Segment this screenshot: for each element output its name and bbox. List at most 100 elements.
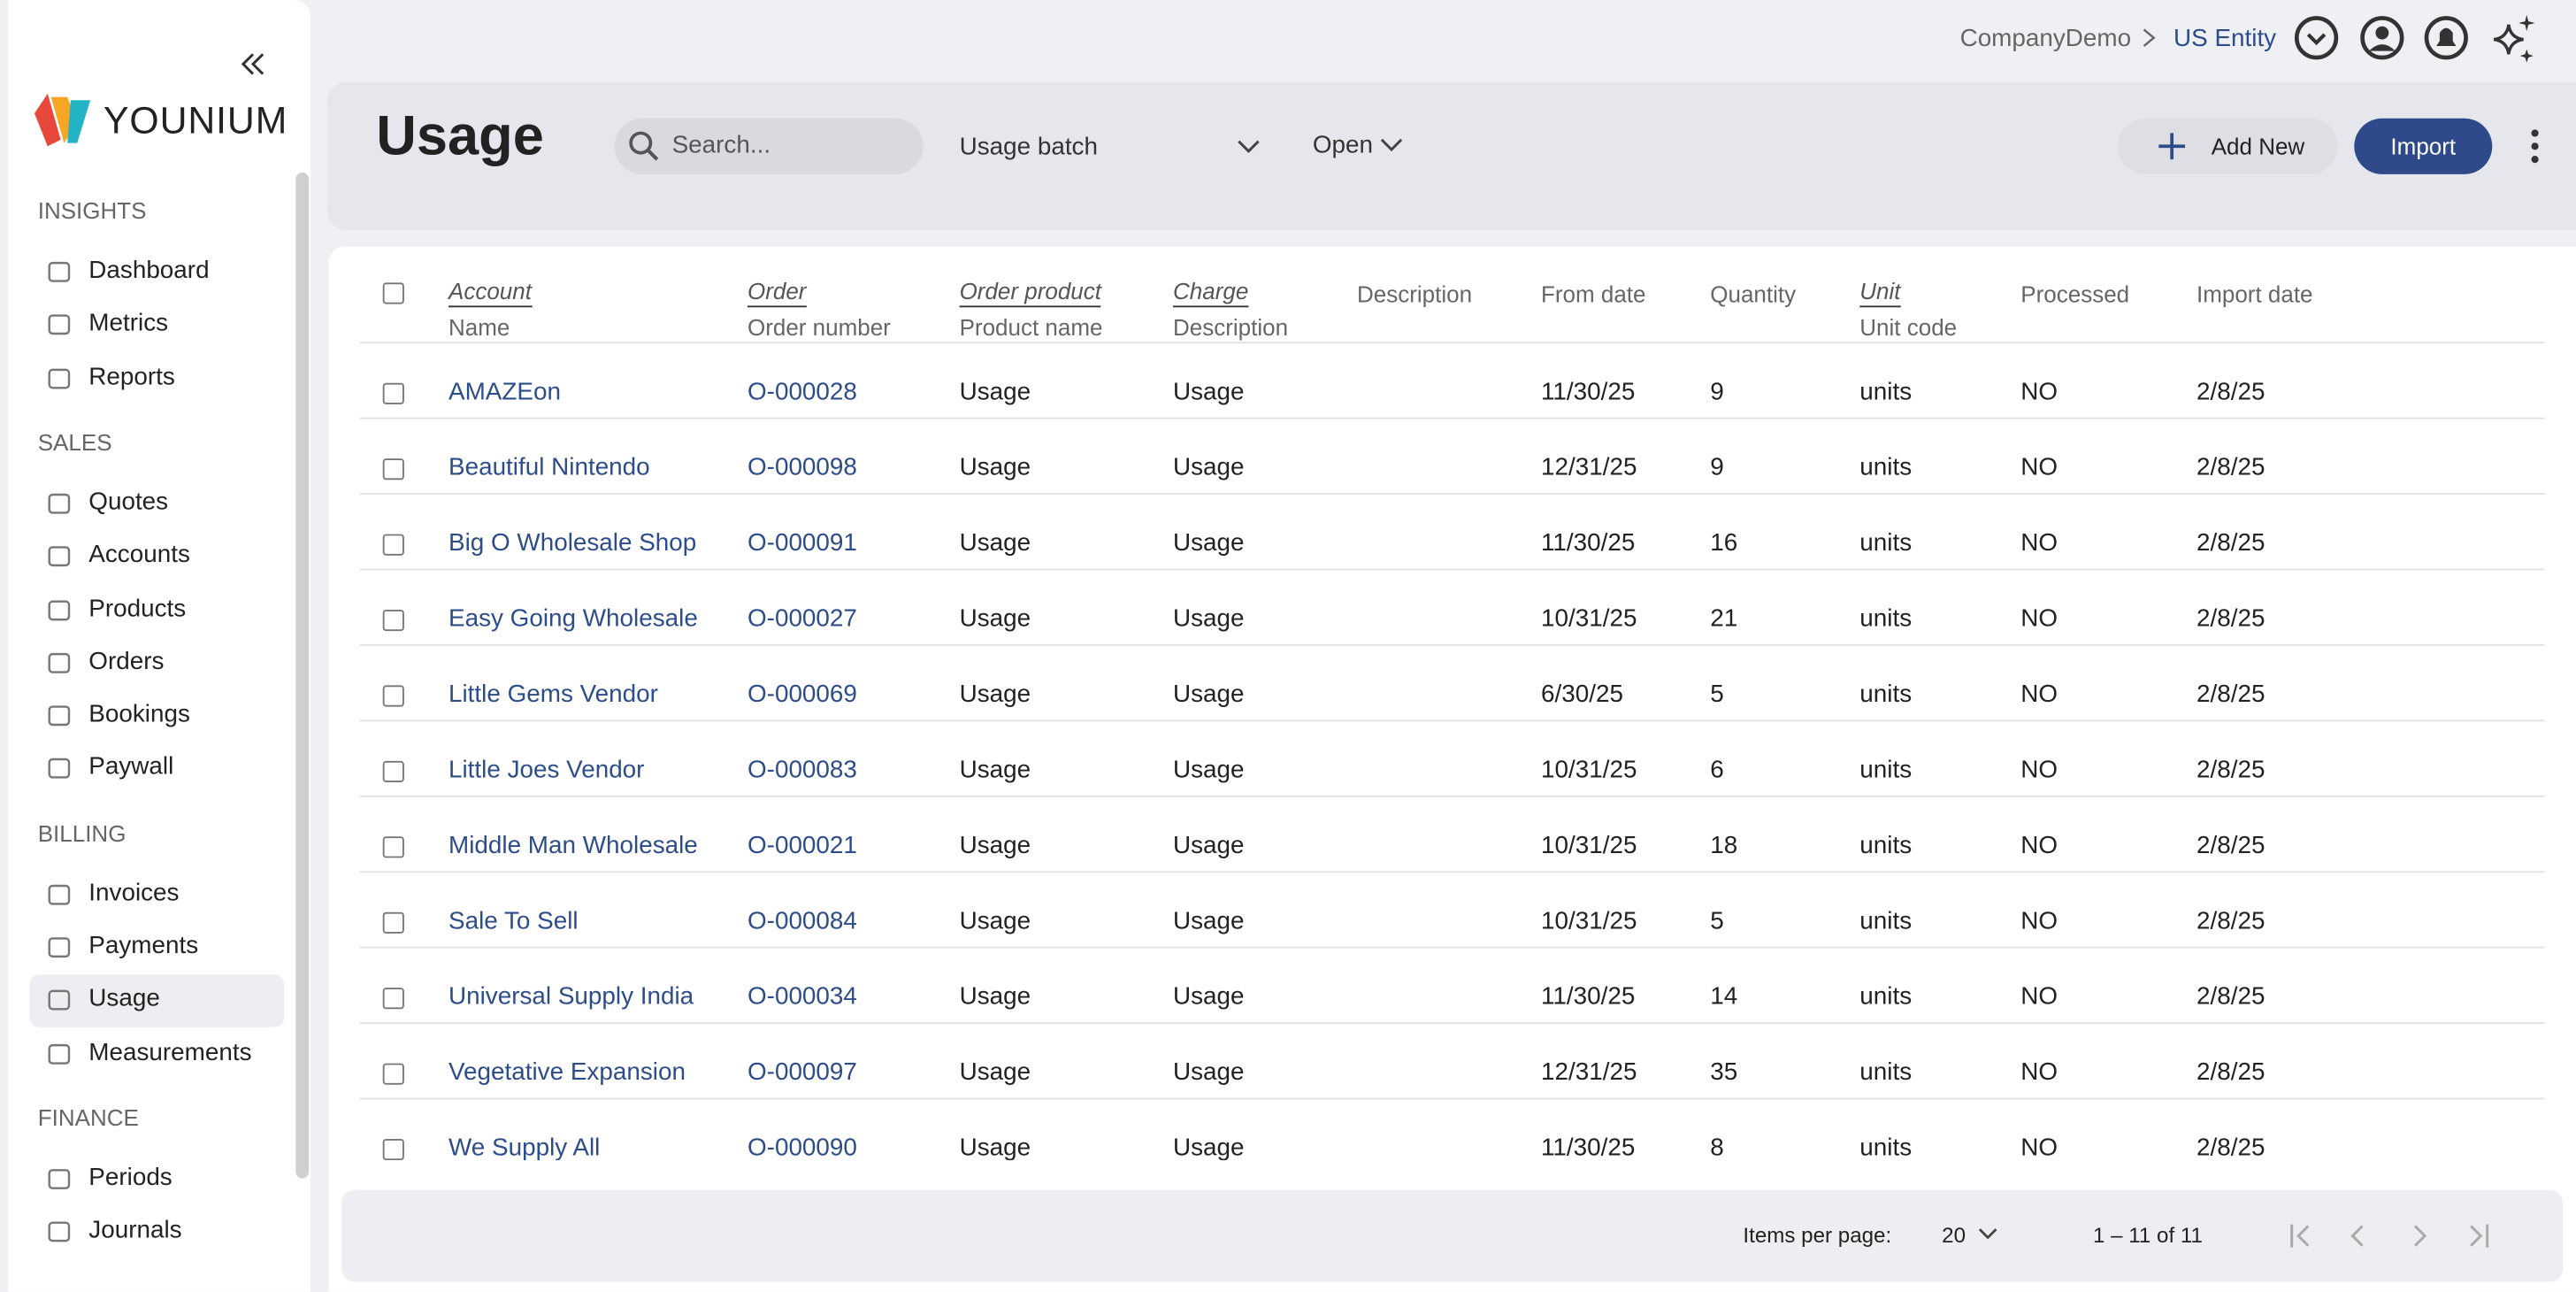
nav-item[interactable]: Metrics — [88, 309, 169, 338]
checkbox[interactable] — [382, 988, 404, 1010]
cell[interactable]: AMAZEon — [448, 378, 561, 406]
cell: 10/31/25 — [1541, 831, 1637, 860]
nav-item[interactable]: Usage — [88, 984, 160, 1013]
cell: 11/30/25 — [1541, 378, 1636, 406]
column-header: Quantity — [1710, 281, 1797, 308]
cell[interactable]: Easy Going Wholesale — [448, 604, 698, 634]
breadcrumb-entity[interactable]: US Entity — [2174, 24, 2277, 53]
page-title: Usage — [376, 104, 544, 168]
page-nav[interactable] — [2287, 1221, 2500, 1250]
cell: NO — [2020, 982, 2058, 1011]
checkbox[interactable] — [382, 458, 404, 481]
cell[interactable]: O-000069 — [748, 680, 857, 709]
cell[interactable]: O-000083 — [748, 756, 857, 784]
cell[interactable]: O-000097 — [748, 1058, 857, 1087]
cell[interactable]: Big O Wholesale Shop — [448, 529, 697, 558]
row-separator — [359, 644, 2545, 646]
nav-item[interactable]: Measurements — [88, 1037, 252, 1066]
cell: 6 — [1710, 756, 1724, 784]
nav-item[interactable]: Invoices — [88, 878, 180, 907]
cell[interactable]: O-000034 — [748, 982, 857, 1011]
search-box[interactable]: Search... — [614, 118, 924, 174]
cell[interactable]: Middle Man Wholesale — [448, 831, 698, 860]
cell[interactable]: O-000090 — [748, 1134, 857, 1161]
cell[interactable]: O-000084 — [748, 907, 857, 935]
cell: Usage — [959, 982, 1031, 1011]
cell: Usage — [959, 831, 1031, 860]
checkbox[interactable] — [382, 685, 404, 707]
column-header: Description — [1357, 281, 1473, 308]
nav-item[interactable]: Products — [88, 594, 187, 622]
table-card — [328, 246, 2576, 1292]
cell: 2/8/25 — [2196, 831, 2266, 860]
cell[interactable]: O-000028 — [748, 378, 857, 406]
cell[interactable]: O-000098 — [748, 453, 857, 482]
nav-item[interactable]: Quotes — [88, 488, 169, 516]
cell[interactable]: O-000027 — [748, 604, 857, 634]
items-per-page[interactable]: 20 — [1942, 1222, 1966, 1248]
column-header: Unit code — [1859, 313, 1958, 341]
cell: Usage — [1173, 1058, 1245, 1087]
cell: Usage — [959, 529, 1031, 558]
import-button[interactable]: Import — [2354, 118, 2493, 174]
cell: Usage — [1173, 982, 1245, 1011]
nav-item[interactable]: Periods — [88, 1163, 172, 1192]
nav-item[interactable]: Accounts — [88, 541, 190, 569]
nav-item[interactable]: Payments — [88, 932, 199, 960]
cell: 2/8/25 — [2196, 529, 2266, 558]
cell: units — [1859, 982, 1913, 1011]
cell: 10/31/25 — [1541, 907, 1637, 935]
checkbox[interactable] — [382, 1063, 404, 1085]
checkbox[interactable] — [382, 1139, 404, 1161]
nav-item[interactable]: Dashboard — [88, 256, 210, 285]
more-icon[interactable] — [2526, 128, 2543, 165]
nav-item[interactable]: Journals — [88, 1216, 182, 1245]
cell: units — [1859, 453, 1913, 482]
cell[interactable]: We Supply All — [448, 1134, 601, 1161]
status-select[interactable]: Open — [1312, 131, 1374, 160]
nav-icon — [48, 758, 71, 780]
nav-item[interactable]: Orders — [88, 647, 165, 675]
cell: Usage — [1173, 756, 1245, 784]
checkbox[interactable] — [382, 534, 404, 556]
nav-icon — [48, 367, 71, 388]
filter-select[interactable]: Usage batch — [959, 133, 1099, 162]
chevron — [1380, 138, 1403, 152]
cell[interactable]: Little Gems Vendor — [448, 680, 658, 709]
row-separator — [359, 1022, 2545, 1025]
cell[interactable]: Vegetative Expansion — [448, 1058, 686, 1087]
checkbox[interactable] — [382, 911, 404, 934]
cell[interactable]: Universal Supply India — [448, 982, 694, 1011]
cell[interactable]: O-000021 — [748, 831, 857, 860]
cell[interactable]: Sale To Sell — [448, 907, 579, 935]
cell: units — [1859, 756, 1913, 784]
breadcrumb-company[interactable]: CompanyDemo — [1959, 24, 2132, 53]
nav-item[interactable]: Reports — [88, 362, 175, 391]
nav-item[interactable]: Paywall — [88, 753, 174, 781]
cell: Usage — [1173, 680, 1245, 709]
cell: NO — [2020, 831, 2058, 860]
checkbox[interactable] — [382, 382, 404, 404]
cell[interactable]: Little Joes Vendor — [448, 756, 645, 784]
collapse-icon[interactable] — [238, 50, 267, 79]
cell: Usage — [1173, 453, 1245, 482]
row-separator — [359, 719, 2545, 722]
cell: 10/31/25 — [1541, 756, 1637, 784]
nav-item[interactable]: Bookings — [88, 700, 190, 728]
checkbox[interactable] — [382, 282, 404, 304]
sidebar: YOUNIUM INSIGHTS Dashboard Metrics Reports S… — [8, 0, 311, 1292]
cell[interactable]: Beautiful Nintendo — [448, 453, 650, 482]
checkbox[interactable] — [382, 610, 404, 632]
checkbox[interactable] — [382, 760, 404, 783]
section-title: BILLING — [37, 819, 126, 846]
nav-icon — [48, 1168, 71, 1189]
cell[interactable]: O-000091 — [748, 529, 857, 558]
nav-icon — [48, 1043, 71, 1065]
cell: Usage — [1173, 529, 1245, 558]
cell: NO — [2020, 529, 2058, 558]
header-icons[interactable] — [2292, 14, 2539, 65]
chevron — [1238, 140, 1260, 153]
chevron — [1978, 1228, 1997, 1240]
checkbox[interactable] — [382, 836, 404, 858]
add-button[interactable]: Add New — [2117, 118, 2338, 174]
